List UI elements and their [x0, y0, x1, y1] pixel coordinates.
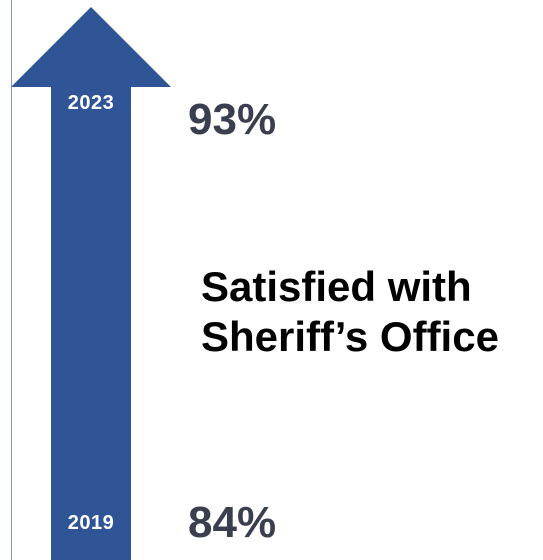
start-year-label: 2019	[67, 512, 115, 534]
caption-line-2: Sheriff’s Office	[201, 313, 499, 360]
satisfaction-caption: Satisfied with Sheriff’s Office	[201, 262, 541, 362]
end-percentage: 93%	[188, 95, 277, 144]
start-percentage: 84%	[188, 498, 277, 547]
left-divider-line	[11, 0, 12, 560]
end-year-label: 2023	[67, 92, 115, 114]
caption-line-1: Satisfied with	[201, 263, 472, 310]
arrow-shape	[11, 7, 171, 560]
